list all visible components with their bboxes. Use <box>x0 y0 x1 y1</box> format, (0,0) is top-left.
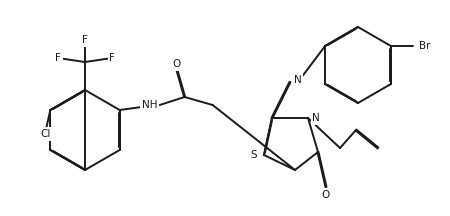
Text: Br: Br <box>419 41 430 51</box>
Text: F: F <box>109 53 115 63</box>
Text: F: F <box>55 53 61 63</box>
Text: O: O <box>172 59 181 69</box>
Text: NH: NH <box>142 100 158 110</box>
Text: F: F <box>82 35 88 45</box>
Text: N: N <box>312 113 320 123</box>
Text: S: S <box>251 150 257 160</box>
Text: O: O <box>322 190 330 200</box>
Text: Cl: Cl <box>40 129 50 139</box>
Text: N: N <box>294 75 302 85</box>
